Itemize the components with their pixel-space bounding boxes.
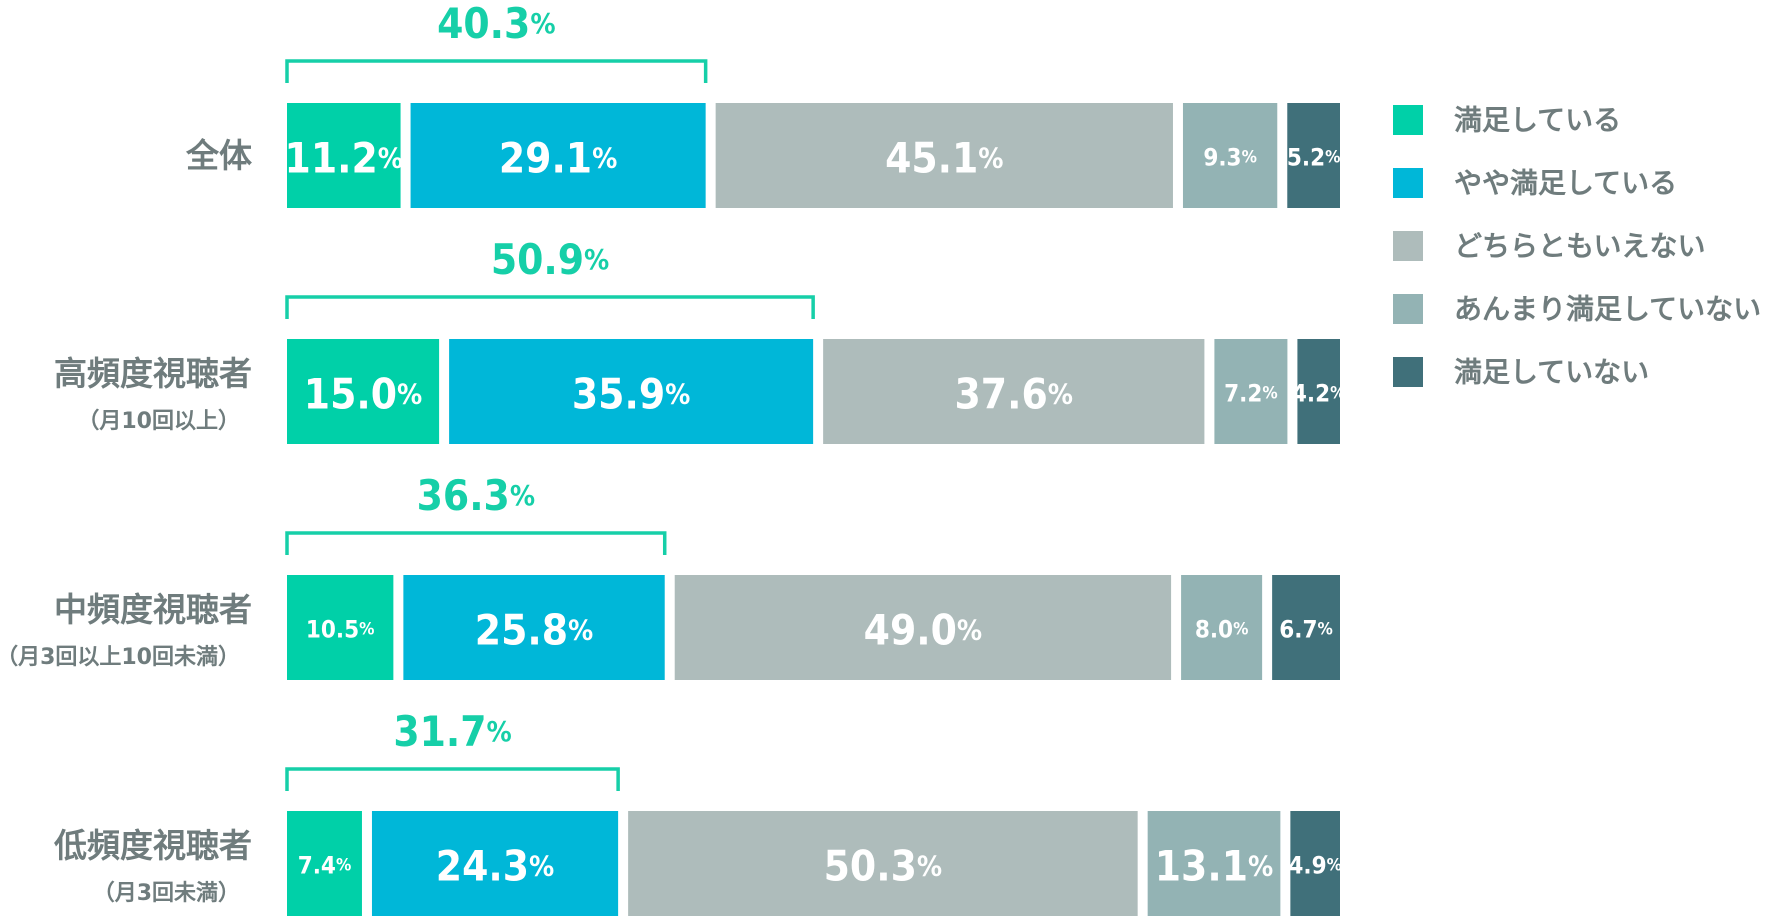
segment-label: 10.5% (306, 616, 375, 644)
bar-segment (1147, 811, 1281, 916)
bar-segment (410, 103, 706, 208)
row-label: 全体 (185, 136, 252, 175)
row-label: 低頻度視聴者 (54, 826, 252, 865)
legend-label: 満足していない (1454, 356, 1649, 389)
row-label: 高頻度視聴者 (54, 354, 252, 393)
bracket-line (285, 295, 815, 319)
bar-row: 高頻度視聴者 （月10回以上） 15.0% 35.9% 37.6% 7.2% 4.2% 50.… (54, 235, 1346, 444)
bar-segment (823, 339, 1205, 444)
bar-segment (1297, 339, 1340, 444)
segment-label: 4.2% (1292, 380, 1346, 408)
bracket-label: 40.3% (437, 0, 555, 48)
segment-label: 35.9% (572, 369, 690, 418)
bar-segment (1290, 811, 1340, 916)
legend-swatch (1393, 294, 1423, 324)
bracket-line (285, 531, 667, 555)
segment-label: 9.3% (1203, 144, 1257, 172)
segment-label: 6.7% (1279, 616, 1333, 644)
bar-segment (1214, 339, 1288, 444)
segment-label: 4.9% (1288, 852, 1342, 880)
segment-label: 8.0% (1195, 616, 1249, 644)
legend-label: やや満足している (1454, 167, 1677, 200)
legend: 満足しているやや満足しているどちらともいえないあんまり満足していない満足していな… (1393, 104, 1761, 389)
row-sublabel: （月3回以上10回未満） (0, 644, 240, 670)
bar-segment (449, 339, 814, 444)
bar-segment (371, 811, 619, 916)
segment-label: 49.0% (864, 605, 982, 654)
legend-swatch (1393, 168, 1423, 198)
bar-segment (1272, 575, 1340, 680)
bar-segment (1181, 575, 1263, 680)
bar-row: 全体 11.2% 29.1% 45.1% 9.3% 5.2% 40.3% (185, 0, 1340, 208)
bracket-line (285, 59, 708, 83)
row-sublabel: （月10回以上） (77, 409, 240, 434)
bar-segment (287, 339, 440, 444)
legend-swatch (1393, 231, 1423, 261)
bar-row: 中頻度視聴者 （月3回以上10回未満） 10.5% 25.8% 49.0% 8.0% 6.7… (0, 471, 1340, 680)
segment-label: 5.2% (1287, 144, 1341, 172)
bar-segment (715, 103, 1173, 208)
segment-label: 7.4% (298, 852, 352, 880)
legend-label: どちらともいえない (1454, 230, 1705, 263)
legend-label: 満足している (1454, 104, 1621, 137)
bar-segment (287, 575, 394, 680)
legend-label: あんまり満足していない (1454, 293, 1761, 326)
legend-swatch (1393, 105, 1423, 135)
segment-label: 50.3% (824, 841, 942, 890)
segment-label: 15.0% (304, 369, 422, 418)
segment-label: 11.2% (285, 133, 403, 182)
segment-label: 37.6% (955, 369, 1073, 418)
legend-swatch (1393, 357, 1423, 387)
bracket-line (285, 767, 620, 791)
bar-segment (403, 575, 665, 680)
bar-segment (674, 575, 1172, 680)
row-sublabel: （月3回未満） (93, 880, 240, 906)
bar-segment (628, 811, 1138, 916)
bracket-label: 50.9% (491, 235, 609, 284)
segment-label: 45.1% (885, 133, 1003, 182)
row-label: 中頻度視聴者 (54, 590, 252, 629)
bracket-label: 36.3% (417, 471, 535, 520)
bar-segment (287, 103, 401, 208)
segment-label: 25.8% (475, 605, 593, 654)
segment-label: 7.2% (1224, 380, 1278, 408)
bar-segment (287, 811, 362, 916)
bracket-label: 31.7% (393, 707, 511, 756)
bar-segment (1287, 103, 1340, 208)
bar-row: 低頻度視聴者 （月3回未満） 7.4% 24.3% 50.3% 13.1% 4.9% 31.7… (54, 707, 1342, 916)
bar-segment (1182, 103, 1278, 208)
segment-label: 29.1% (499, 133, 617, 182)
segment-label: 24.3% (436, 841, 554, 890)
segment-label: 13.1% (1155, 841, 1273, 890)
